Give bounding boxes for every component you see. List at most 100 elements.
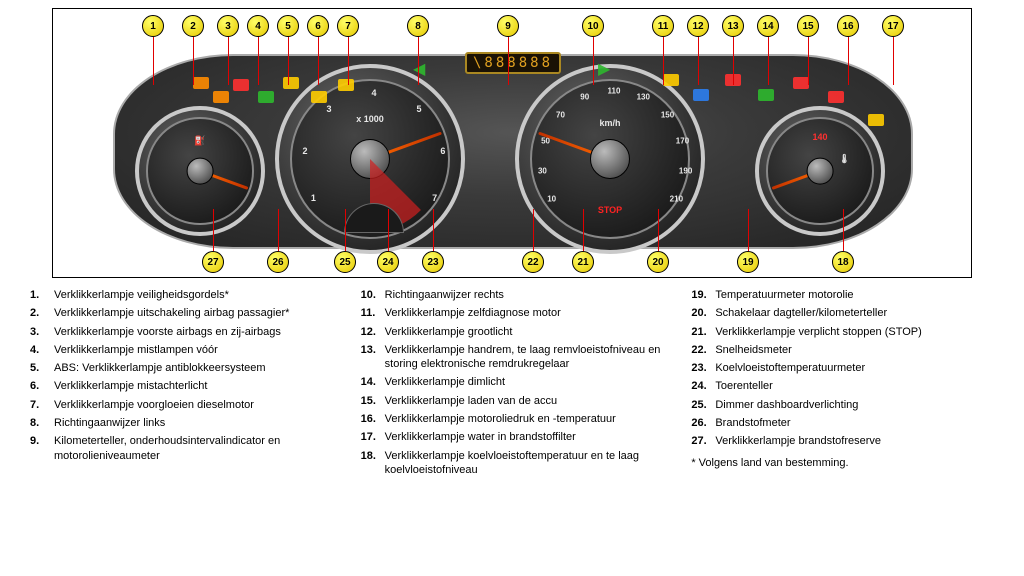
callout-badge-17: 17: [882, 15, 904, 37]
legend-text: Dimmer dashboardverlichting: [715, 398, 858, 412]
leader-line: [508, 37, 509, 85]
callout-badge-21: 21: [572, 251, 594, 273]
temp-scale-top: 140: [812, 132, 827, 142]
callout-badge-12: 12: [687, 15, 709, 37]
legend: 1.Verklikkerlampje veiligheidsgordels* 2.…: [20, 288, 1004, 481]
legend-item: 1.Verklikkerlampje veiligheidsgordels*: [30, 288, 333, 302]
legend-number: 16.: [361, 412, 385, 426]
legend-text: Verklikkerlampje uitschakeling airbag pa…: [54, 306, 289, 320]
speed-unit-label: km/h: [599, 118, 620, 128]
airbag-icon: [233, 79, 249, 91]
callout-badge-23: 23: [422, 251, 444, 273]
instrument-cluster-diagram: 1234567891011121314151617 \888888 ⛽ x 10…: [52, 8, 972, 278]
speedometer-gauge: km/h 1030507090110130150170190210 STOP: [515, 64, 705, 254]
blinker-right-icon: ▶: [598, 59, 614, 71]
tachometer-gauge: x 1000 1234567: [275, 64, 465, 254]
legend-item: 12.Verklikkerlampje grootlicht: [361, 325, 664, 339]
legend-number: 7.: [30, 398, 54, 412]
legend-number: 18.: [361, 449, 385, 478]
glow-icon: [338, 79, 354, 91]
legend-column-2: 10.Richtingaanwijzer rechts11.Verklikker…: [361, 288, 664, 481]
low-beam-icon: [758, 89, 774, 101]
legend-text: Verklikkerlampje grootlicht: [385, 325, 513, 339]
callout-badge-18: 18: [832, 251, 854, 273]
callout-badge-4: 4: [247, 15, 269, 37]
callout-badge-5: 5: [277, 15, 299, 37]
legend-number: 21.: [691, 325, 715, 339]
seatbelt-icon: [193, 77, 209, 89]
legend-number: 10.: [361, 288, 385, 302]
page: 1234567891011121314151617 \888888 ⛽ x 10…: [0, 0, 1024, 489]
legend-item: 18.Verklikkerlampje koelvloeistoftempera…: [361, 449, 664, 478]
legend-text: Verklikkerlampje dimlicht: [385, 375, 505, 389]
legend-number: 14.: [361, 375, 385, 389]
callout-badge-24: 24: [377, 251, 399, 273]
legend-text: Richtingaanwijzer links: [54, 416, 165, 430]
legend-text: Temperatuurmeter motorolie: [715, 288, 853, 302]
legend-number: 13.: [361, 343, 385, 372]
legend-item: 22.Snelheidsmeter: [691, 343, 994, 357]
legend-number: 17.: [361, 430, 385, 444]
legend-number: 24.: [691, 379, 715, 393]
leader-line: [593, 37, 594, 85]
callout-badge-1: 1: [142, 15, 164, 37]
legend-text: Verklikkerlampje koelvloeistoftemperatuu…: [385, 449, 664, 478]
thermometer-icon: 🌡: [839, 153, 850, 164]
legend-item: 24.Toerenteller: [691, 379, 994, 393]
legend-text: Richtingaanwijzer rechts: [385, 288, 504, 302]
legend-text: Verklikkerlampje water in brandstoffilte…: [385, 430, 576, 444]
leader-line: [698, 37, 699, 85]
legend-item: 15.Verklikkerlampje laden van de accu: [361, 394, 664, 408]
oil-icon: [828, 91, 844, 103]
callout-badge-11: 11: [652, 15, 674, 37]
legend-number: 26.: [691, 416, 715, 430]
speed-tick: 30: [538, 166, 547, 175]
leader-line: [228, 37, 229, 85]
battery-icon: [793, 77, 809, 89]
legend-text: Snelheidsmeter: [715, 343, 791, 357]
legend-column-3: 19.Temperatuurmeter motorolie20.Schakela…: [691, 288, 994, 481]
airbag-off-icon: [213, 91, 229, 103]
leader-line: [153, 37, 154, 85]
legend-item: 5.ABS: Verklikkerlampje antiblokkeersyst…: [30, 361, 333, 375]
footnote: * Volgens land van bestemming.: [691, 457, 994, 469]
leader-line: [288, 37, 289, 85]
speed-tick: 150: [661, 110, 674, 119]
legend-number: 8.: [30, 416, 54, 430]
callout-badge-7: 7: [337, 15, 359, 37]
stop-indicator: STOP: [598, 205, 622, 215]
fuel-icon: ⛽: [194, 135, 205, 146]
callout-badge-6: 6: [307, 15, 329, 37]
legend-number: 11.: [361, 306, 385, 320]
legend-number: 4.: [30, 343, 54, 357]
callout-badge-22: 22: [522, 251, 544, 273]
speed-tick: 130: [637, 93, 650, 102]
high-beam-icon: [693, 89, 709, 101]
abs-icon: [283, 77, 299, 89]
legend-item: 10.Richtingaanwijzer rechts: [361, 288, 664, 302]
callout-badge-2: 2: [182, 15, 204, 37]
leader-line: [893, 37, 894, 85]
legend-number: 15.: [361, 394, 385, 408]
leader-line: [278, 209, 279, 251]
callout-badge-3: 3: [217, 15, 239, 37]
callout-badge-9: 9: [497, 15, 519, 37]
legend-number: 25.: [691, 398, 715, 412]
legend-text: Verklikkerlampje verplicht stoppen (STOP…: [715, 325, 921, 339]
leader-line: [663, 37, 664, 85]
speed-tick: 190: [679, 166, 692, 175]
callout-badge-16: 16: [837, 15, 859, 37]
callout-badge-20: 20: [647, 251, 669, 273]
leader-line: [388, 209, 389, 251]
legend-item: 14.Verklikkerlampje dimlicht: [361, 375, 664, 389]
leader-line: [843, 209, 844, 251]
speed-tick: 210: [670, 195, 683, 204]
callout-badge-15: 15: [797, 15, 819, 37]
legend-item: 2.Verklikkerlampje uitschakeling airbag …: [30, 306, 333, 320]
legend-item: 7.Verklikkerlampje voorgloeien dieselmot…: [30, 398, 333, 412]
legend-text: Verklikkerlampje brandstofreserve: [715, 434, 881, 448]
leader-line: [193, 37, 194, 85]
leader-line: [533, 209, 534, 251]
legend-text: Kilometerteller, onderhoudsintervalindic…: [54, 434, 333, 463]
leader-line: [848, 37, 849, 85]
